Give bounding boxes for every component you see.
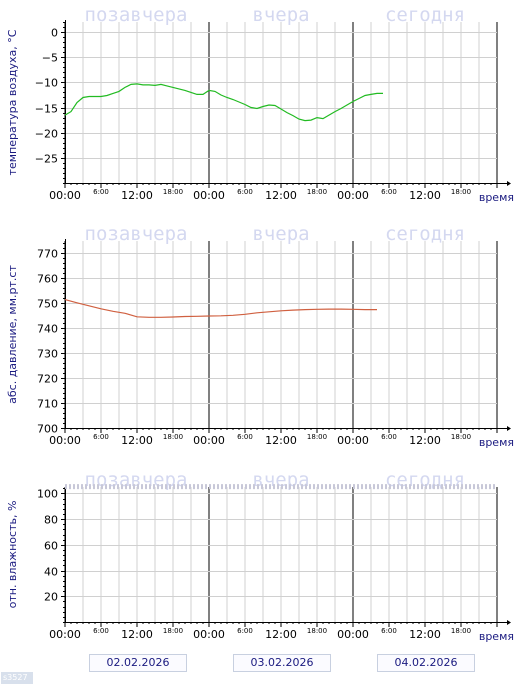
day-watermark-label: позавчера [85,469,188,491]
x-minor-tick-label: 18:00 [451,627,471,635]
date-label-day2: 03.02.2026 [233,654,331,672]
y-tick-label: 710 [37,398,58,411]
x-minor-tick-label: 6:00 [381,188,397,196]
y-axis-label: отн. влажность, % [6,501,19,609]
x-axis-arrow [507,181,511,186]
y-tick-label: −25 [35,153,58,166]
x-minor-tick-label: 6:00 [237,188,253,196]
y-tick-label: 100 [37,488,58,501]
x-tick-label: 12:00 [265,434,297,447]
x-minor-tick-label: 18:00 [451,188,471,196]
y-tick-label: 750 [37,298,58,311]
x-tick-label: 12:00 [121,628,153,641]
y-tick-label: −10 [35,77,58,90]
y-tick-label: 730 [37,348,58,361]
x-tick-label: 00:00 [337,628,369,641]
y-tick-label: 740 [37,323,58,336]
series-line [64,299,377,318]
y-tick-label: 700 [37,423,58,436]
y-tick-label: 40 [44,566,58,579]
x-tick-label: 00:00 [193,189,225,202]
y-axis-label: температура воздуха, °C [6,29,19,175]
day-watermark-label: позавчера [85,223,188,245]
x-tick-label: 00:00 [337,189,369,202]
x-tick-label: 00:00 [193,434,225,447]
x-minor-tick-label: 6:00 [93,433,109,441]
y-axis-label: абс. давление, мм.рт.ст [6,265,19,404]
x-minor-tick-label: 18:00 [163,627,183,635]
x-minor-tick-label: 6:00 [93,627,109,635]
x-tick-label: 00:00 [49,189,81,202]
y-tick-label: 770 [37,248,58,261]
x-minor-tick-label: 18:00 [307,188,327,196]
x-minor-tick-label: 18:00 [307,433,327,441]
x-tick-label: 12:00 [265,628,297,641]
y-tick-label: −5 [42,52,58,65]
x-axis-arrow [507,620,511,625]
station-stamp: s3527 [1,672,33,684]
x-axis-label: время [479,630,514,643]
y-tick-label: 0 [51,27,58,40]
y-tick-label: 760 [37,273,58,286]
x-minor-tick-label: 6:00 [93,188,109,196]
x-tick-label: 00:00 [49,628,81,641]
day-watermark-label: сегодня [385,4,465,26]
day-watermark-label: позавчера [85,4,188,26]
day-watermark-label: вчера [252,223,309,245]
day-watermark-label: вчера [252,4,309,26]
x-axis-arrow [507,426,511,431]
y-tick-label: 720 [37,373,58,386]
date-label-day1: 02.02.2026 [89,654,187,672]
y-tick-label: 80 [44,514,58,527]
x-minor-tick-label: 6:00 [381,433,397,441]
x-tick-label: 12:00 [409,434,441,447]
x-axis-label: время [479,436,514,449]
x-tick-label: 12:00 [121,434,153,447]
x-tick-label: 00:00 [193,628,225,641]
x-minor-tick-label: 18:00 [451,433,471,441]
date-label-day3: 04.02.2026 [377,654,475,672]
day-watermark-label: сегодня [385,223,465,245]
x-minor-tick-label: 18:00 [163,188,183,196]
x-tick-label: 12:00 [409,628,441,641]
x-minor-tick-label: 6:00 [237,627,253,635]
x-tick-label: 12:00 [121,189,153,202]
x-minor-tick-label: 6:00 [237,433,253,441]
x-tick-label: 12:00 [265,189,297,202]
y-tick-label: −20 [35,128,58,141]
y-tick-label: 60 [44,540,58,553]
y-tick-label: −15 [35,103,58,116]
x-axis-label: время [479,191,514,204]
x-tick-label: 12:00 [409,189,441,202]
x-tick-label: 00:00 [337,434,369,447]
x-tick-label: 00:00 [49,434,81,447]
series-line [64,83,383,122]
x-minor-tick-label: 18:00 [163,433,183,441]
x-minor-tick-label: 18:00 [307,627,327,635]
y-tick-label: 20 [44,591,58,604]
x-minor-tick-label: 6:00 [381,627,397,635]
